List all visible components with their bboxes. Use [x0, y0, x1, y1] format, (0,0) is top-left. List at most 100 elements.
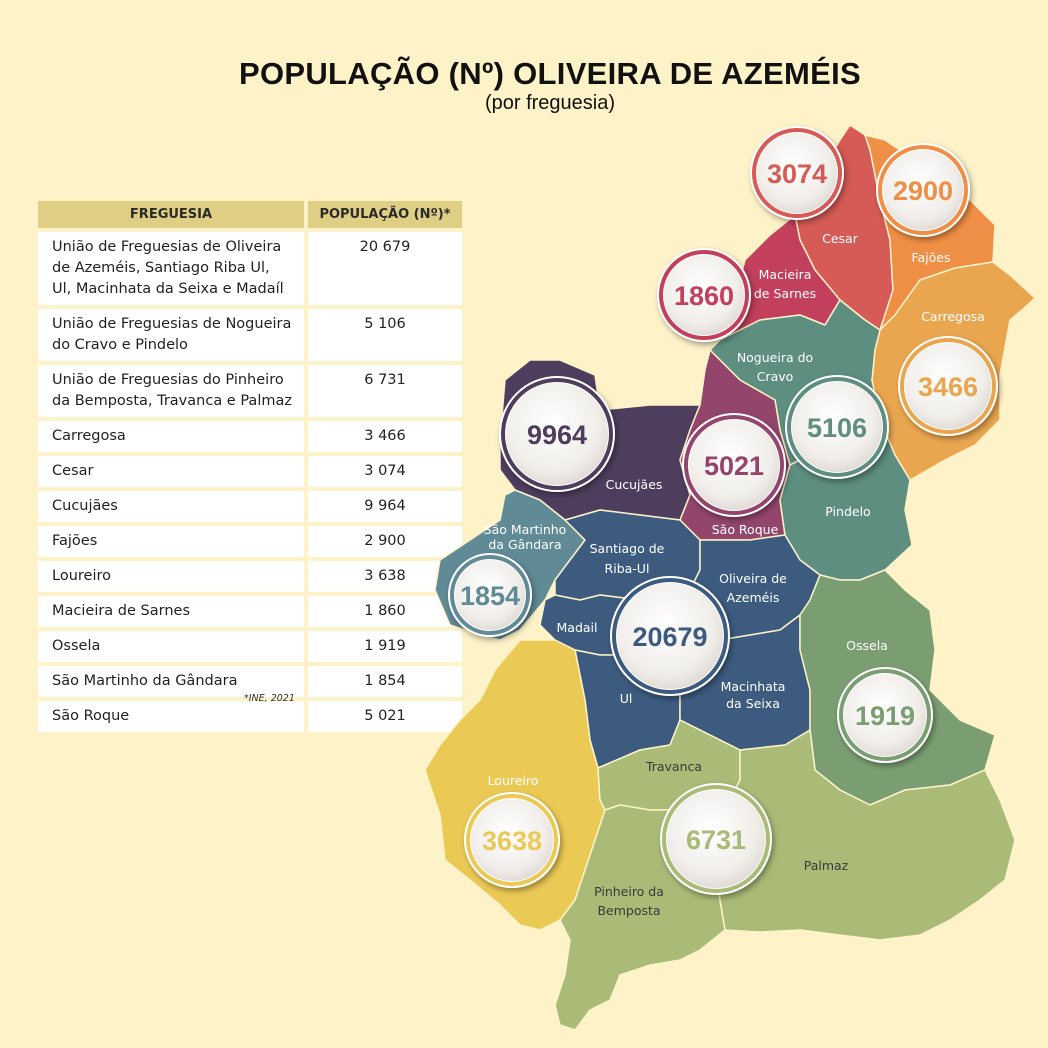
freguesia-name: Macieira de Sarnes [38, 596, 304, 627]
population-value: 3 074 [304, 456, 462, 487]
bubble-face [689, 420, 779, 510]
region-label-oliveira-de-azemeis: Azeméis [727, 590, 780, 605]
header-populacao: POPULAÇÃO (Nº)* [304, 201, 462, 228]
region-label-sao-roque: São Roque [712, 522, 779, 537]
region-label-sao-martinho-da-gandara: da Gândara [488, 537, 561, 552]
bubble-pinheiro-travanca-palmaz: 6731 [660, 783, 772, 895]
bubble-color-ring [878, 145, 968, 235]
region-label-pinheiro-da-bemposta: Bemposta [597, 903, 660, 918]
bubble-value: 3074 [767, 159, 827, 189]
bubble-face [617, 583, 723, 689]
bubble-face [883, 150, 963, 230]
bubble-sao-roque: 5021 [682, 413, 786, 517]
bubble-color-ring [612, 578, 728, 694]
freguesia-name: São Martinho da Gândara [38, 666, 304, 697]
page-subtitle: (por freguesia) [484, 92, 616, 114]
bubble-value: 1860 [674, 281, 734, 311]
page-title: POPULAÇÃO (Nº) OLIVEIRA DE AZEMÉIS [238, 56, 862, 91]
region-label-santiago-de-riba-ul: Santiago de [590, 541, 665, 556]
population-value: 2 900 [304, 526, 462, 557]
bubble-ossela: 1919 [837, 667, 933, 763]
region-label-sao-martinho-da-gandara: São Martinho [484, 522, 567, 537]
bubble-color-ring [752, 128, 842, 218]
region-label-pindelo: Pindelo [825, 504, 870, 519]
bubble-value: 2900 [893, 176, 953, 206]
region-label-cucujaes: Cucujães [606, 477, 663, 492]
population-value: 3 466 [304, 421, 462, 452]
population-value: 1 860 [304, 596, 462, 627]
region-labels-layer: Cesar Fajões Macieira de Sarnes Carregosa Nog… [484, 231, 985, 918]
region-label-pinheiro-da-bemposta: Pinheiro da [594, 884, 664, 899]
region-label-fajoes: Fajões [911, 250, 950, 265]
bubbles-layer: 3074 2900 1860 3466 9964 5021 5106 1854 20679 191… [448, 126, 998, 895]
bubble-value: 9964 [527, 420, 587, 450]
region-label-macinhata-da-seixa: da Seixa [726, 696, 780, 711]
region-label-carregosa: Carregosa [921, 309, 985, 324]
table-row: Cesar 3 074 [38, 456, 462, 487]
population-value: 20 679 [304, 232, 462, 305]
bubble-sao-martinho-da-gandara: 1854 [448, 553, 532, 637]
population-value: 1 919 [304, 631, 462, 662]
table-row: São Roque 5 021 [38, 701, 462, 732]
region-label-palmaz: Palmaz [804, 858, 849, 873]
bubble-fajoes: 2900 [876, 143, 970, 237]
bubble-face [471, 799, 553, 881]
region-label-macieira-de-sarnes: de Sarnes [754, 286, 816, 301]
freguesia-name: Loureiro [38, 561, 304, 592]
bubble-carregosa: 3466 [898, 336, 998, 436]
population-value: 5 106 [304, 309, 462, 361]
table-row: União de Freguesias de Nogueira do Cravo… [38, 309, 462, 361]
table-row: União de Freguesias do Pinheiro da Bempo… [38, 365, 462, 417]
freguesia-name: União de Freguesias de Oliveira de Azemé… [38, 232, 304, 305]
bubble-face [664, 255, 744, 335]
bubble-value: 20679 [632, 622, 707, 652]
bubble-value: 1854 [460, 581, 520, 611]
bubble-color-ring [659, 250, 749, 340]
source-note: *INE, 2021 [244, 693, 295, 704]
table-row: União de Freguesias de Oliveira de Azemé… [38, 232, 462, 305]
region-label-cesar: Cesar [822, 231, 859, 246]
bubble-face [792, 382, 882, 472]
bubble-loureiro: 3638 [464, 792, 560, 888]
bubble-color-ring [466, 794, 558, 886]
bubble-value: 3638 [482, 826, 542, 856]
freguesia-name: União de Freguesias do Pinheiro da Bempo… [38, 365, 304, 417]
freguesia-name: Ossela [38, 631, 304, 662]
region-label-madail: Madail [557, 620, 598, 635]
population-value: 1 854 [304, 666, 462, 697]
bubble-macieira-de-sarnes: 1860 [657, 248, 751, 342]
bubble-face [455, 560, 525, 630]
region-label-macinhata-da-seixa: Macinhata [721, 679, 786, 694]
population-value: 6 731 [304, 365, 462, 417]
freguesia-name: Cucujães [38, 491, 304, 522]
bubble-value: 5021 [704, 451, 764, 481]
table-row: Macieira de Sarnes 1 860 [38, 596, 462, 627]
table-row: Fajões 2 900 [38, 526, 462, 557]
population-value: 9 964 [304, 491, 462, 522]
header-freguesia: FREGUESIA [38, 201, 304, 228]
bubble-color-ring [450, 555, 530, 635]
bubble-color-ring [900, 338, 996, 434]
freguesia-name: Cesar [38, 456, 304, 487]
population-value: 5 021 [304, 701, 462, 732]
region-label-ossela: Ossela [846, 638, 888, 653]
freguesia-name: Carregosa [38, 421, 304, 452]
bubble-cucujaes: 9964 [499, 376, 615, 492]
region-label-oliveira-de-azemeis: Oliveira de [719, 571, 787, 586]
region-label-loureiro: Loureiro [488, 773, 539, 788]
bubble-color-ring [662, 785, 770, 893]
region-label-nogueira-do-cravo: Cravo [757, 369, 794, 384]
bubble-face [667, 790, 765, 888]
bubble-color-ring [684, 415, 784, 515]
table-header-row: FREGUESIA POPULAÇÃO (Nº)* [38, 201, 462, 228]
bubble-value: 5106 [807, 413, 867, 443]
table-row: Cucujães 9 964 [38, 491, 462, 522]
freguesia-name: São Roque [38, 701, 304, 732]
bubble-cesar: 3074 [750, 126, 844, 220]
region-label-nogueira-do-cravo: Nogueira do [737, 350, 813, 365]
bubble-value: 1919 [855, 701, 915, 731]
freguesia-name: União de Freguesias de Nogueira do Cravo… [38, 309, 304, 361]
bubble-color-ring [787, 377, 887, 477]
table-row: São Martinho da Gândara 1 854 [38, 666, 462, 697]
